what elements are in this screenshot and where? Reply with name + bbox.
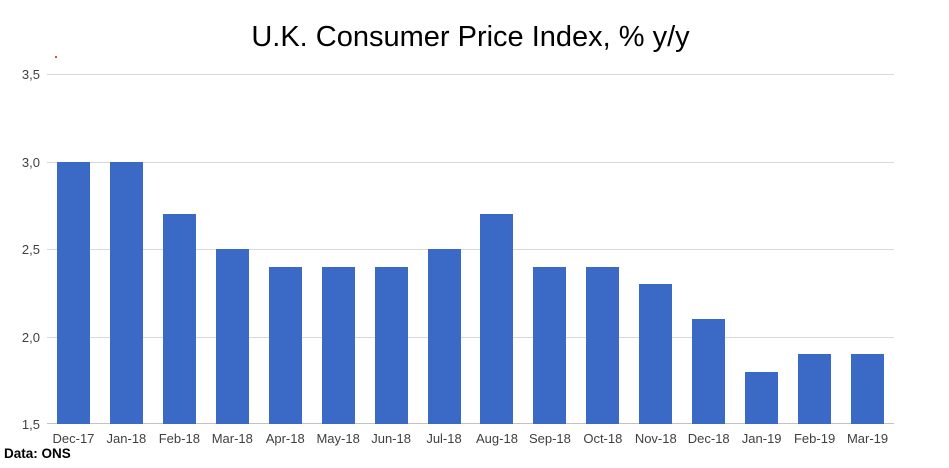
bar-feb-18	[162, 214, 196, 424]
plot-area	[47, 74, 894, 424]
y-axis: 3,5 3,0 2,5 2,0 1,5	[0, 67, 40, 432]
gridline	[47, 249, 894, 250]
x-axis: Dec-17 Jan-18 Feb-18 Mar-18 Apr-18 May-18 Jun-…	[47, 431, 894, 449]
y-tick-label: 1,5	[21, 417, 40, 432]
bar-aug-18	[480, 214, 514, 424]
bar-jan-19	[745, 371, 779, 424]
bar-dec-18	[692, 319, 726, 424]
gridline	[47, 74, 894, 75]
source-note: Data: ONS	[4, 446, 71, 461]
bar-mar-18	[215, 249, 249, 424]
x-tick-label: Dec-18	[687, 431, 730, 446]
x-axis-line	[47, 423, 894, 424]
x-tick-label: Mar-18	[211, 431, 253, 446]
x-tick-label: Jan-18	[106, 431, 147, 446]
bar-jul-18	[427, 249, 461, 424]
gridline	[47, 161, 894, 163]
y-tick-label: 3,0	[21, 154, 40, 170]
x-tick-label: Jun-18	[371, 431, 411, 446]
gridline	[47, 336, 894, 338]
x-tick-label: May-18	[316, 431, 360, 446]
x-tick-label: Mar-19	[846, 431, 889, 446]
bar-jun-18	[374, 266, 408, 424]
bar-feb-19	[798, 354, 832, 424]
x-tick-label: Sep-18	[528, 431, 571, 446]
y-tick-label: 2,5	[21, 242, 40, 257]
x-tick-label: Feb-18	[158, 431, 200, 446]
y-tick-label: 3,5	[21, 67, 40, 82]
chart-title: U.K. Consumer Price Index, % y/y	[251, 21, 690, 53]
x-tick-label: Oct-18	[583, 431, 623, 446]
bar-apr-18	[268, 266, 302, 424]
x-tick-label: Dec-17	[52, 431, 95, 446]
bar-jan-18	[109, 161, 143, 424]
y-tick-label: 2,0	[21, 329, 40, 345]
artifact-dot	[55, 56, 57, 58]
bar-mar-19	[851, 354, 885, 424]
x-tick-label: Feb-19	[793, 431, 836, 446]
x-tick-label: Jan-19	[741, 431, 782, 446]
bar-dec-17	[56, 161, 90, 424]
bar-sep-18	[533, 266, 567, 424]
x-tick-label: Aug-18	[476, 431, 518, 446]
bar-may-18	[321, 266, 355, 424]
bar-oct-18	[586, 266, 620, 424]
x-tick-label: Jul-18	[426, 431, 462, 446]
x-tick-label: Nov-18	[634, 431, 677, 446]
x-tick-label: Apr-18	[265, 431, 305, 446]
bar-nov-18	[639, 284, 673, 424]
